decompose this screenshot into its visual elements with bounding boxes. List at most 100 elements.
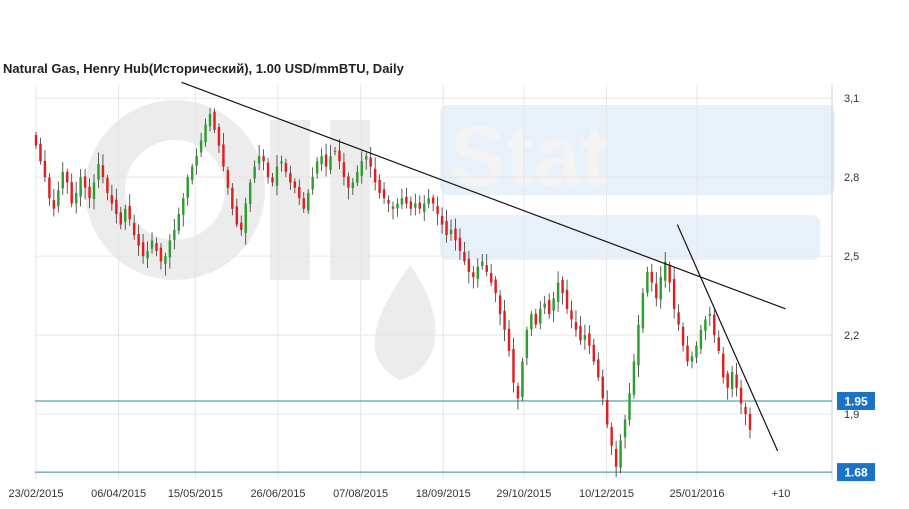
watermark-text: Stat xyxy=(450,109,609,203)
candle-body xyxy=(360,161,363,176)
candle-body xyxy=(168,240,172,258)
x-tick-label: 18/09/2015 xyxy=(416,488,471,500)
candle-body xyxy=(489,273,493,283)
candle-body xyxy=(257,156,261,164)
candle-body xyxy=(124,208,127,222)
candle-body xyxy=(655,283,658,299)
level-label: 1.95 xyxy=(844,395,868,409)
candle-body xyxy=(730,372,734,390)
candle-body xyxy=(356,171,359,183)
candle-body xyxy=(182,198,185,215)
candle-body xyxy=(324,154,328,167)
candle-body xyxy=(101,165,105,178)
candle-body xyxy=(605,399,609,425)
x-tick-label: +10 xyxy=(772,488,791,500)
candle-body xyxy=(39,143,42,162)
candle-body xyxy=(614,449,618,467)
y-tick-label: 3,1 xyxy=(844,93,859,105)
y-tick-label: 2,8 xyxy=(844,172,859,184)
candle-body xyxy=(507,328,511,351)
candle-body xyxy=(74,192,78,204)
candle-body xyxy=(547,299,551,315)
candle-body xyxy=(208,113,212,127)
candle-body xyxy=(726,373,729,388)
candle-body xyxy=(623,419,627,438)
candle-body xyxy=(275,166,279,186)
candle-body xyxy=(97,164,100,180)
candle-body xyxy=(744,407,747,415)
candle-body xyxy=(155,243,158,251)
candle-body xyxy=(561,279,564,294)
candle-body xyxy=(565,289,569,309)
candle-body xyxy=(280,161,283,164)
candle-body xyxy=(88,186,91,199)
x-tick-label: 29/10/2015 xyxy=(496,488,551,500)
candle-body xyxy=(436,206,439,215)
level-label: 1.68 xyxy=(844,466,868,480)
candle-body xyxy=(414,203,417,208)
candle-body xyxy=(66,171,69,183)
candle-body xyxy=(248,182,252,205)
x-tick-label: 10/12/2015 xyxy=(579,488,634,500)
candle-body xyxy=(43,160,47,178)
candle-body xyxy=(226,169,230,188)
candle-body xyxy=(244,203,247,234)
candle-body xyxy=(186,177,189,198)
candle-body xyxy=(306,192,310,211)
y-tick-label: 1,9 xyxy=(844,409,859,421)
candle-body xyxy=(463,252,466,262)
candle-body xyxy=(387,200,390,204)
horizontal-levels xyxy=(35,400,832,473)
candle-body xyxy=(240,222,243,230)
candle-body xyxy=(601,376,604,399)
level-label-box xyxy=(837,463,875,482)
y-tick-label: 2,5 xyxy=(844,251,859,263)
candle-body xyxy=(57,190,60,207)
candle-body xyxy=(150,240,154,249)
candle-body xyxy=(213,111,216,130)
candle-body xyxy=(92,182,96,200)
candle-body xyxy=(128,205,131,220)
candle-body xyxy=(284,162,288,172)
candle-body xyxy=(262,156,265,162)
x-tick-label: 23/02/2015 xyxy=(8,488,63,500)
candle-body xyxy=(632,361,636,395)
candle-body xyxy=(525,329,529,359)
candle-body xyxy=(681,326,685,346)
candle-body xyxy=(115,199,118,215)
candle-body xyxy=(34,135,38,146)
chart-title: Natural Gas, Henry Hub(Исторический), 1.… xyxy=(3,61,404,76)
candle-body xyxy=(512,348,515,383)
candle-body xyxy=(347,176,350,188)
level-label-box xyxy=(837,392,875,410)
candle-body xyxy=(369,157,372,167)
candle-body xyxy=(83,176,87,188)
candle-body xyxy=(543,303,546,308)
candle-body xyxy=(583,335,587,340)
candle-body xyxy=(405,196,408,204)
candle-body xyxy=(293,181,297,188)
candle-body xyxy=(342,162,346,178)
candle-body xyxy=(382,189,386,199)
candle-body xyxy=(396,203,399,209)
candle-body xyxy=(119,212,123,225)
candle-body xyxy=(400,198,404,205)
x-tick-label: 26/06/2015 xyxy=(250,488,305,500)
candle-body xyxy=(628,393,631,421)
candle-body xyxy=(427,198,430,204)
candle-body xyxy=(373,168,377,183)
candle-body xyxy=(472,272,475,278)
candle-body xyxy=(159,247,163,262)
candle-body xyxy=(311,177,314,190)
candle-body xyxy=(650,271,654,283)
candle-body xyxy=(418,202,422,209)
candle-body xyxy=(534,313,538,325)
candle-body xyxy=(431,197,435,204)
candle-body xyxy=(735,374,738,388)
candle-body xyxy=(579,325,582,341)
candle-body xyxy=(498,295,502,315)
candle-body xyxy=(222,144,225,167)
candle-body xyxy=(137,234,140,246)
candle-body xyxy=(235,206,239,225)
